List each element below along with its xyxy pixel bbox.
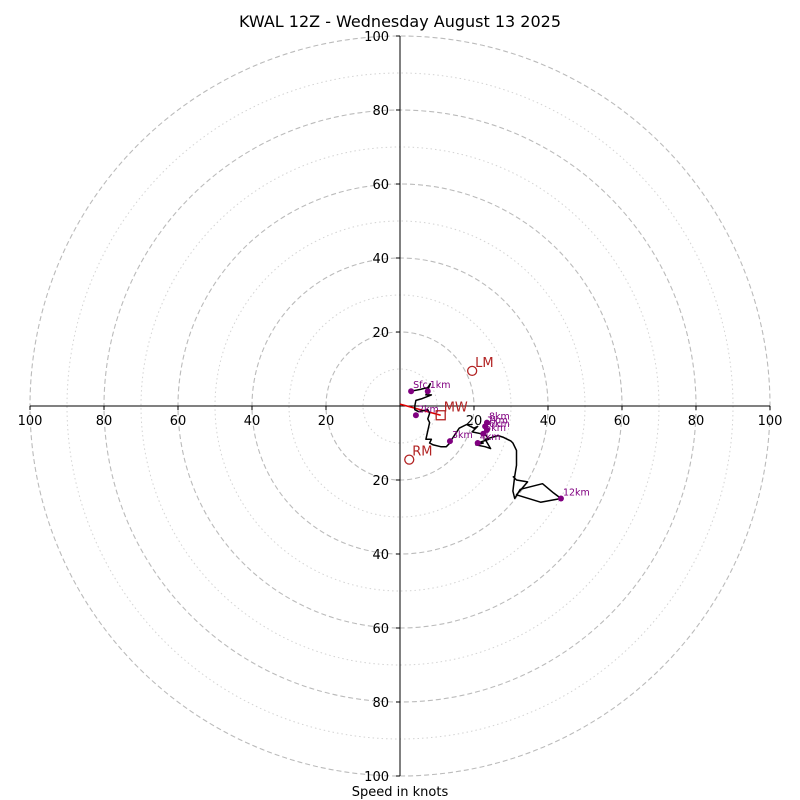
y-tick-label: 100 [364, 30, 389, 45]
height-point-label: 3km [452, 430, 473, 441]
y-tick-label: 20 [372, 326, 389, 341]
x-tick-label: 60 [614, 414, 631, 429]
x-tick-label: 40 [540, 414, 557, 429]
x-tick-label: 20 [318, 414, 335, 429]
height-point-label: 8km [489, 412, 510, 423]
wind-trace [410, 383, 562, 503]
y-tick-label: 100 [364, 770, 389, 785]
storm-motion-label: MW [444, 400, 468, 415]
y-tick-label: 20 [372, 474, 389, 489]
storm-motion-marker [404, 454, 415, 465]
height-point-marker [557, 495, 564, 502]
height-point-marker [424, 388, 431, 395]
storm-motion-label: RM [412, 445, 432, 460]
y-tick-label: 60 [372, 622, 389, 637]
x-tick-label: 100 [18, 414, 43, 429]
height-point-marker [408, 388, 415, 395]
height-point-label: Sfc [413, 380, 428, 391]
x-tick-label: 80 [688, 414, 705, 429]
axis-tick-labels: 100 80 60 40 20 20 40 60 80 100 100 80 60 40 20 20 40 60 8… [18, 30, 783, 785]
x-tick-label: 20 [466, 414, 483, 429]
height-point-marker [480, 430, 487, 437]
x-tick-label: 80 [96, 414, 113, 429]
y-tick-label: 80 [372, 696, 389, 711]
height-point-label: 2km [418, 404, 439, 415]
x-tick-label: 100 [758, 414, 783, 429]
height-point-label: 7km [487, 415, 508, 426]
height-point-marker [446, 438, 453, 445]
wind-trace-line [410, 383, 562, 503]
storm-motions: LM MW RM [404, 356, 494, 465]
height-point-label: 1km [430, 380, 451, 391]
height-point-label: 6km [489, 419, 510, 430]
height-point-marker [483, 419, 490, 426]
storm-motion-label: LM [475, 356, 493, 371]
height-point-label: 4km [480, 432, 501, 443]
height-point-label: 12km [563, 488, 590, 499]
height-point-label: 5km [485, 423, 506, 434]
shear-line [399, 403, 441, 416]
y-tick-label: 60 [372, 178, 389, 193]
height-point-marker [474, 440, 481, 446]
y-tick-label: 40 [372, 548, 389, 563]
x-tick-label: 40 [244, 414, 261, 429]
x-tick-label: 60 [170, 414, 187, 429]
shear-segment [399, 403, 441, 416]
y-tick-label: 40 [372, 252, 389, 267]
chart-title: KWAL 12Z - Wednesday August 13 2025 [239, 12, 561, 31]
height-point-marker [412, 412, 419, 419]
storm-motion-marker [435, 410, 446, 421]
y-tick-label: 80 [372, 104, 389, 119]
hodograph-axes [30, 36, 770, 776]
storm-motion-marker [466, 365, 478, 377]
x-axis-label: Speed in knots [352, 785, 449, 800]
